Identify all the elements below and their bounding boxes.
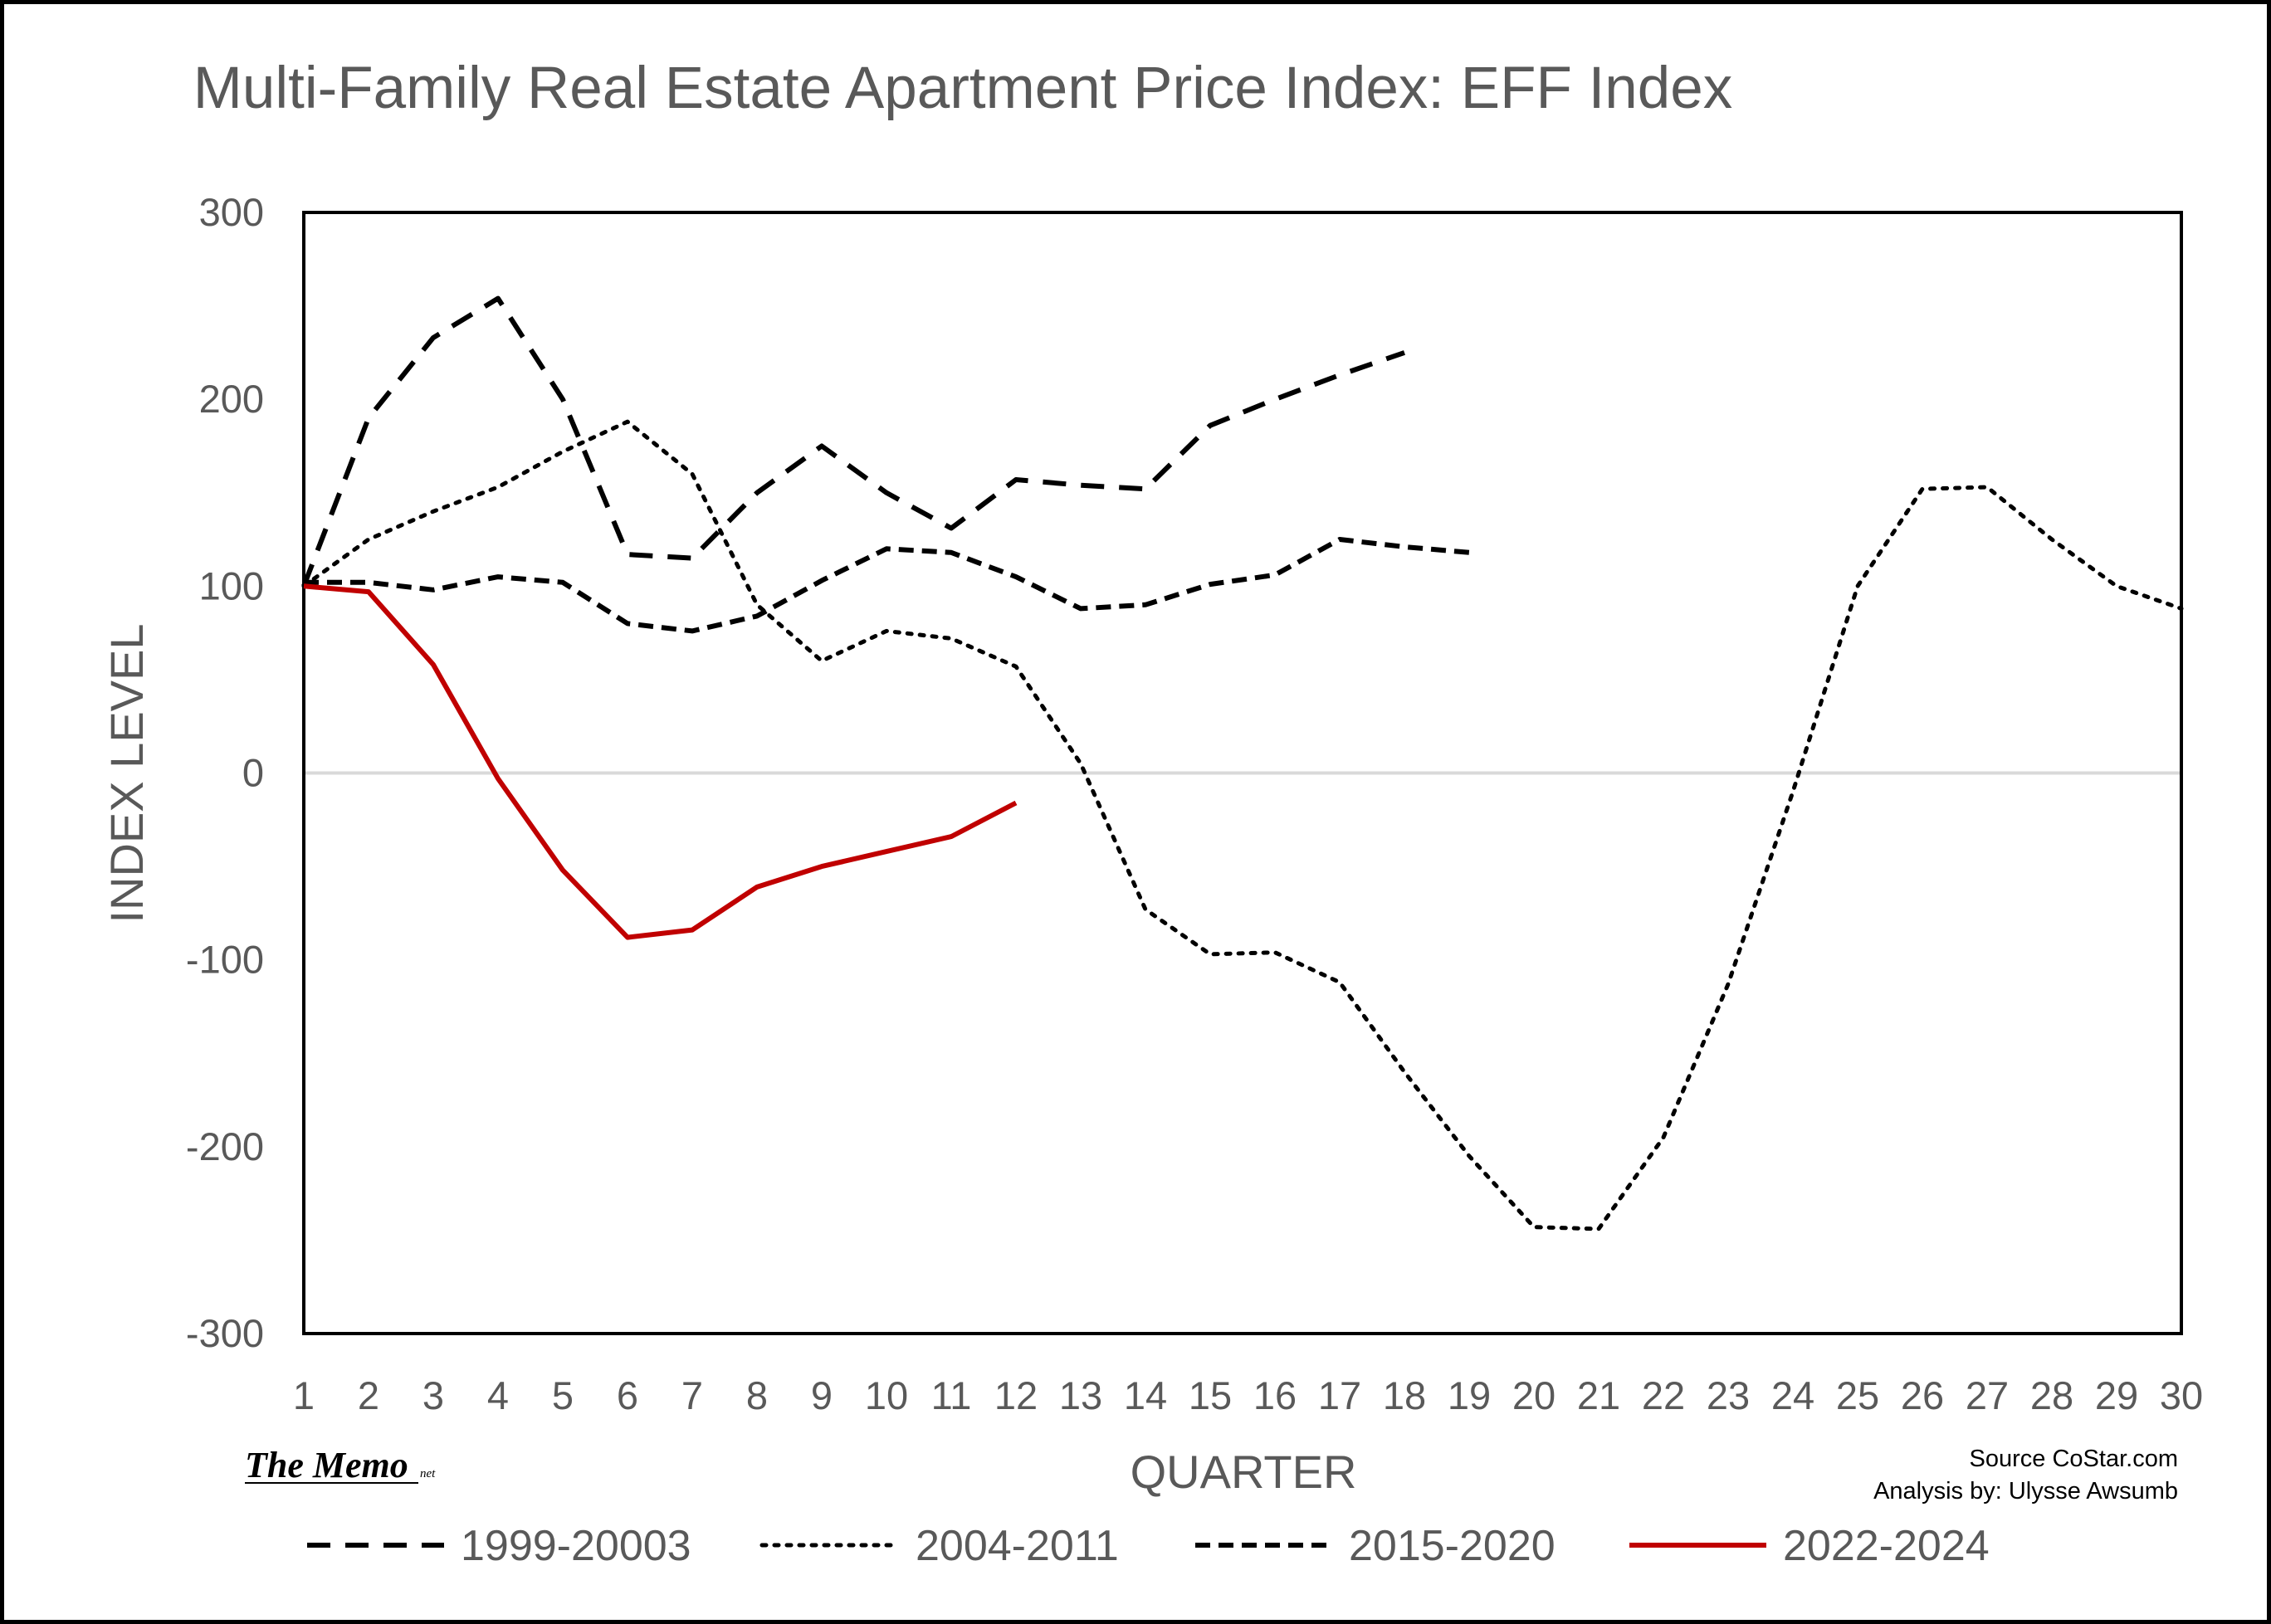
x-tick-labels: 1 2 3 4 5 6 7 8 9 10 11 12 13 14 15 16 17 18 19 20 21 22 23 24 2…	[293, 1373, 2203, 1417]
x-tick-label: 9	[811, 1373, 833, 1417]
y-tick-label: -300	[186, 1311, 264, 1355]
y-tick-label: -200	[186, 1124, 264, 1168]
legend-label: 2004-2011	[916, 1522, 1119, 1570]
x-tick-label: 19	[1448, 1373, 1491, 1417]
x-tick-label: 3	[422, 1373, 444, 1417]
series-line-2022-2024	[303, 583, 1018, 940]
x-tick-label: 12	[994, 1373, 1038, 1417]
x-tick-label: 7	[681, 1373, 703, 1417]
x-tick-label: 25	[1836, 1373, 1879, 1417]
x-axis-label: QUARTER	[1131, 1446, 1357, 1498]
series-line-2015-2020	[304, 537, 1470, 634]
x-tick-label: 10	[865, 1373, 908, 1417]
plot-area	[302, 211, 2183, 1335]
x-tick-label: 21	[1577, 1373, 1620, 1417]
x-tick-label: 23	[1707, 1373, 1750, 1417]
x-tick-label: 24	[1771, 1373, 1814, 1417]
x-tick-label: 22	[1642, 1373, 1685, 1417]
y-tick-label: 200	[199, 377, 264, 421]
analysis-note: Analysis by: Ulysse Awsumb	[1873, 1478, 2178, 1505]
x-tick-label: 11	[931, 1373, 972, 1417]
y-tick-label: 300	[199, 190, 264, 234]
x-tick-label: 18	[1383, 1373, 1426, 1417]
y-tick-label: 0	[242, 751, 264, 795]
x-tick-label: 8	[746, 1373, 768, 1417]
brand-logo: The Memo net	[245, 1445, 436, 1485]
x-tick-label: 27	[1966, 1373, 2009, 1417]
series-line-2004-2011	[301, 419, 2184, 1231]
x-tick-label: 1	[293, 1373, 315, 1417]
x-tick-label: 28	[2030, 1373, 2073, 1417]
x-tick-label: 5	[552, 1373, 574, 1417]
x-tick-label: 20	[1512, 1373, 1556, 1417]
y-tick-labels: 300 200 100 0 -100 -200 -300	[186, 190, 264, 1355]
x-tick-label: 4	[487, 1373, 509, 1417]
x-tick-label: 30	[2160, 1373, 2203, 1417]
x-tick-label: 13	[1059, 1373, 1102, 1417]
x-tick-label: 29	[2095, 1373, 2138, 1417]
source-note: Source CoStar.com	[1970, 1446, 2178, 1472]
series-layer	[301, 295, 2184, 1231]
y-tick-label: -100	[186, 938, 264, 982]
x-tick-label: 14	[1124, 1373, 1167, 1417]
legend-label: 2015-2020	[1349, 1522, 1556, 1570]
x-tick-label: 15	[1189, 1373, 1232, 1417]
brand-name: The Memo	[245, 1445, 408, 1485]
legend-label: 2022-2024	[1783, 1522, 1990, 1570]
legend: 1999-20003 2004-2011 2015-2020 2022-2024	[307, 1522, 1990, 1570]
x-tick-label: 26	[1901, 1373, 1944, 1417]
x-tick-label: 16	[1253, 1373, 1297, 1417]
y-tick-label: 100	[199, 563, 264, 607]
legend-label: 1999-20003	[461, 1522, 691, 1570]
series-line-1999-20003	[301, 295, 1405, 588]
y-axis-label: INDEX LEVEL	[100, 623, 153, 923]
x-tick-label: 6	[617, 1373, 638, 1417]
x-tick-label: 2	[358, 1373, 379, 1417]
chart-title: Multi-Family Real Estate Apartment Price…	[193, 56, 1733, 121]
brand-suffix: net	[420, 1467, 436, 1480]
x-tick-label: 17	[1318, 1373, 1361, 1417]
